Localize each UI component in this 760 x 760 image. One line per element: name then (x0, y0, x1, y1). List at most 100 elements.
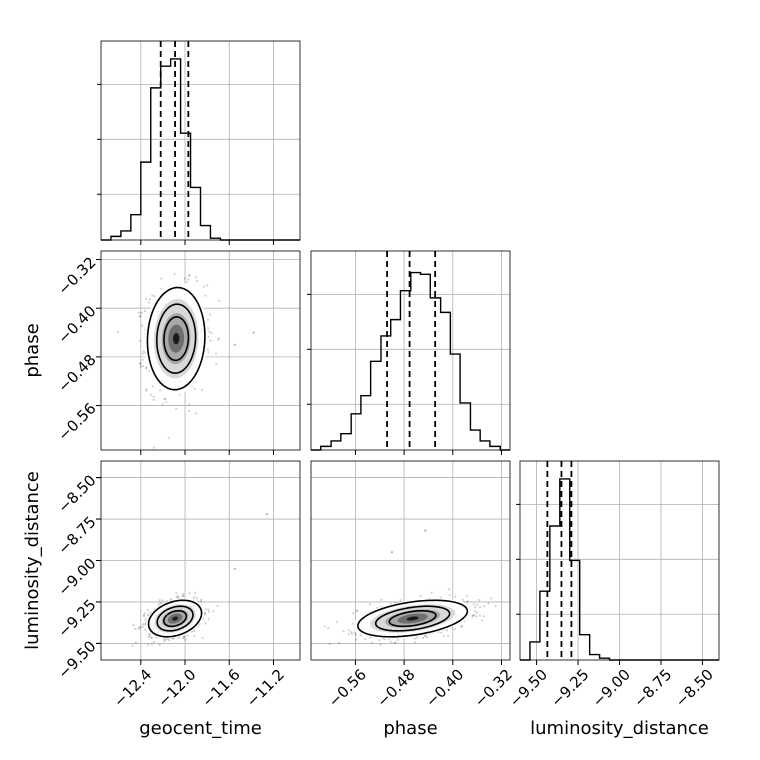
scatter-point (368, 603, 371, 606)
scatter-point (218, 299, 221, 302)
scatter-point (196, 279, 199, 283)
scatter-point (473, 606, 477, 609)
scatter-point (445, 629, 448, 632)
scatter-point (393, 641, 396, 645)
scatter-point (413, 641, 417, 644)
scatter-point (147, 635, 150, 638)
x-tick-label-geocent_time: −12.4 (110, 666, 155, 711)
y-tick-label-phase: −0.48 (54, 351, 99, 396)
scatter-point (390, 640, 393, 644)
scatter-point (323, 625, 326, 628)
scatter-point (160, 277, 163, 280)
scatter-point (475, 615, 478, 618)
x-tick-label-luminosity_distance: −8.50 (672, 666, 717, 711)
scatter-point (379, 643, 382, 646)
scatter-point (350, 632, 354, 636)
scatter-point (165, 401, 168, 404)
scatter-point (399, 599, 402, 602)
scatter-point (207, 610, 211, 613)
scatter-point (370, 641, 373, 644)
panel-frame-geocent_time (100, 40, 301, 241)
scatter-point (149, 393, 152, 396)
x-tick-label-geocent_time: −11.6 (199, 666, 244, 711)
x-tick-label-luminosity_distance: −9.25 (547, 666, 592, 711)
scatter-point (347, 629, 350, 632)
scatter-point (206, 348, 209, 351)
scatter-point (208, 313, 212, 316)
scatter-point (478, 598, 481, 602)
scatter-point (141, 358, 144, 361)
scatter-point (265, 512, 268, 516)
scatter-panel-geocent_time-phase (117, 272, 255, 449)
scatter-point (424, 634, 427, 638)
scatter-point (380, 598, 383, 601)
scatter-point (143, 628, 147, 631)
scatter-point (182, 594, 185, 598)
contour-line-1 (374, 605, 451, 632)
scatter-point (149, 636, 152, 639)
scatter-point (212, 610, 215, 613)
scatter-point (328, 642, 331, 645)
scatter-panel-phase-luminosity_distance (323, 529, 497, 646)
scatter-point (148, 298, 152, 301)
scatter-point (476, 603, 479, 607)
scatter-point (142, 365, 145, 368)
scatter-point (141, 625, 144, 628)
scatter-point (149, 633, 152, 636)
scatter-point (194, 412, 197, 415)
y-tick-label-luminosity_distance: −9.25 (54, 596, 99, 641)
scatter-point (199, 600, 202, 603)
scatter-point (475, 611, 479, 614)
scatter-point (415, 636, 418, 639)
scatter-point (413, 637, 416, 640)
scatter-point (183, 636, 186, 639)
histogram-step-geocent_time (101, 58, 300, 241)
scatter-panel-geocent_time-luminosity_distance (131, 512, 268, 647)
x-axis-label-luminosity-distance: luminosity_distance (530, 718, 709, 739)
scatter-point (151, 385, 154, 388)
scatter-point (460, 625, 463, 628)
scatter-point (440, 631, 443, 634)
contour-line-2 (162, 609, 188, 628)
x-tick-label-phase: −0.32 (471, 666, 516, 711)
scatter-point (218, 337, 221, 340)
scatter-point (193, 634, 196, 638)
contour-line-2 (388, 609, 437, 628)
scatter-point (190, 630, 194, 633)
scatter-point (479, 606, 482, 609)
scatter-point (160, 287, 163, 290)
scatter-point (147, 632, 151, 636)
scatter-point (145, 367, 148, 370)
scatter-point (209, 339, 212, 342)
x-axis-label-phase: phase (383, 718, 437, 739)
scatter-point (161, 402, 164, 406)
scatter-point (152, 640, 156, 644)
scatter-point (200, 598, 203, 601)
scatter-point (204, 612, 207, 615)
x-tick-label-luminosity_distance: −8.75 (630, 666, 675, 711)
scatter-point (143, 612, 146, 615)
scatter-point (466, 601, 469, 604)
contour-line-0 (146, 286, 206, 391)
scatter-point (141, 352, 144, 355)
scatter-point (207, 608, 210, 611)
scatter-point (342, 629, 345, 633)
scatter-point (140, 311, 143, 314)
scatter-point (138, 315, 141, 318)
scatter-point (471, 615, 474, 618)
scatter-point (150, 643, 154, 646)
scatter-point (419, 594, 422, 598)
scatter-point (193, 387, 196, 390)
scatter-point (134, 627, 137, 630)
scatter-point (176, 595, 180, 599)
scatter-point (188, 273, 191, 277)
scatter-point (204, 608, 207, 611)
scatter-point (472, 614, 476, 617)
scatter-point (177, 636, 180, 640)
scatter-point (454, 595, 457, 598)
scatter-point (461, 598, 464, 601)
y-tick-label-luminosity_distance: −8.75 (54, 513, 99, 558)
y-axis-label-phase: phase (22, 323, 43, 377)
scatter-point (473, 610, 477, 613)
